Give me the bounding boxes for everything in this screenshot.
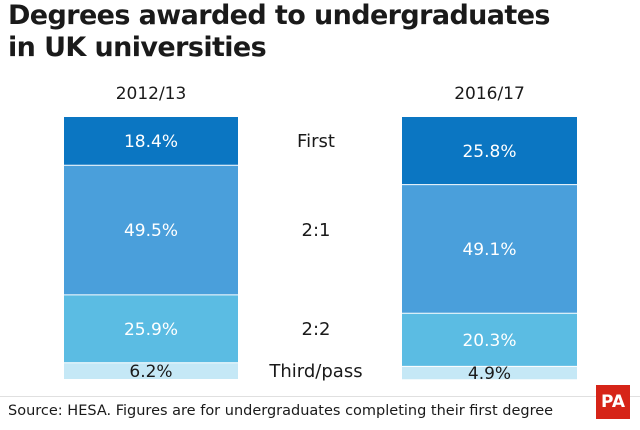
data-label-third-pass-2016-17: 4.9%	[468, 364, 511, 384]
bar-segment-2-1-2016-17	[402, 184, 577, 314]
category-label-2012-13: 2012/13	[116, 84, 187, 104]
footer: Source: HESA. Figures are for undergradu…	[0, 385, 640, 430]
legend-label-2-2: 2:2	[302, 319, 331, 340]
chart-title-line-2: in UK universities	[8, 32, 267, 63]
legend-label-third-pass: Third/pass	[268, 361, 362, 382]
bar-segment-2-1-2012-13	[64, 165, 238, 295]
data-label-first-2016-17: 25.8%	[462, 142, 516, 162]
chart-title-line-1: Degrees awarded to undergraduates	[8, 0, 551, 31]
data-label-2-2-2012-13: 25.9%	[124, 320, 178, 340]
data-label-2-2-2016-17: 20.3%	[462, 331, 516, 351]
bar-segment-third-pass-2012-13	[64, 362, 238, 379]
chart-title: Degrees awarded to undergraduates in UK …	[8, 0, 628, 64]
pa-logo: PA	[596, 385, 630, 419]
source-note: Source: HESA. Figures are for undergradu…	[8, 403, 554, 419]
category-label-2016-17: 2016/17	[454, 84, 525, 104]
bar-segment-first-2012-13	[64, 117, 238, 166]
data-label-first-2012-13: 18.4%	[124, 132, 178, 152]
legend-label-first: First	[297, 131, 335, 152]
bar-segment-third-pass-2016-17	[402, 366, 577, 380]
data-label-2-1-2012-13: 49.5%	[124, 221, 178, 241]
data-label-third-pass-2012-13: 6.2%	[129, 362, 172, 382]
legend-label-2-1: 2:1	[302, 220, 331, 241]
bar-segment-2-2-2012-13	[64, 294, 238, 363]
data-label-2-1-2016-17: 49.1%	[462, 240, 516, 260]
bar-segment-first-2016-17	[402, 117, 577, 185]
stacked-bar-chart: 2012/13 2016/17 18.4% 49.5% 25.9% 6.2% 25.8% 49…	[64, 84, 577, 384]
bar-segment-2-2-2016-17	[402, 313, 577, 367]
